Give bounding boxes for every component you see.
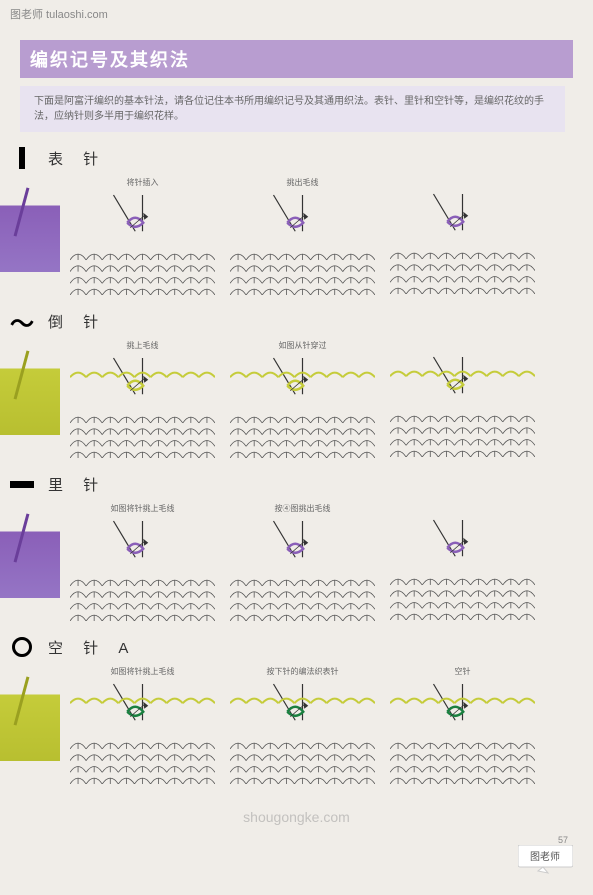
page-title: 编织记号及其织法 [30,46,563,72]
page-content: 编织记号及其织法 下面是阿富汗编织的基本针法，请各位记住本书所用编织记号及其通用… [0,0,593,784]
watermark-logo: 图老师 [518,845,573,880]
watermark-middle: shougongke.com [243,809,350,825]
stitch-symbol: 〜 [8,310,36,332]
section-body: 如图将针挑上毛线 按④图挑出毛线 [0,503,573,621]
diagram-step: 如图将针挑上毛线 [70,666,215,784]
symbol-vertical-bar-icon [19,147,25,169]
diagram-caption [390,340,535,350]
diagram-step [390,503,535,621]
watermark-top: 图老师 tulaoshi.com [10,6,108,22]
section-body: 将针插入 挑出毛线 [0,177,573,295]
diagram-step: 挑出毛线 [230,177,375,295]
section-header: 〜 倒 针 [0,310,573,332]
stitch-name: 里 针 [48,474,106,495]
diagram-caption: 挑上毛线 [70,340,215,351]
header-box: 编织记号及其织法 [20,40,573,78]
stitch-name: 倒 针 [48,311,106,332]
symbol-wave-icon: 〜 [10,304,34,339]
diagram-caption [390,177,535,187]
diagram-caption: 如图从针穿过 [230,340,375,351]
diagram-caption: 按④图挑出毛线 [230,503,375,514]
diagram-step: 空针 [390,666,535,784]
section-header: 里 针 [0,473,573,495]
intro-text: 下面是阿富汗编织的基本针法，请各位记住本书所用编织记号及其通用织法。表针、里针和… [20,86,565,132]
page-number: 57 [558,835,568,845]
diagram-row: 挑上毛线 如图从针穿过 [70,340,573,458]
stitch-photo [0,177,60,272]
diagram-step: 将针插入 [70,177,215,295]
diagram-caption: 按下针的编法织表针 [230,666,375,677]
diagram-step: 如图将针挑上毛线 [70,503,215,621]
section-dao-zhen: 〜 倒 针 挑上毛线 如图从针穿过 [0,310,573,458]
diagram-step: 按下针的编法织表针 [230,666,375,784]
stitch-name: 表 针 [48,148,106,169]
diagram-caption: 如图将针挑上毛线 [70,503,215,514]
diagram-step: 挑上毛线 [70,340,215,458]
section-header: 空 针 A [0,636,573,658]
section-li-zhen: 里 针 如图将针挑上毛线 按④图挑出毛线 [0,473,573,621]
stitch-photo [0,666,60,761]
section-biao-zhen: 表 针 将针插入 挑出毛线 [0,147,573,295]
symbol-circle-icon [12,637,32,657]
diagram-step [390,340,535,458]
stitch-photo [0,503,60,598]
section-body: 挑上毛线 如图从针穿过 [0,340,573,458]
section-kong-zhen: 空 针 A 如图将针挑上毛线 按下针的编法织表针 空针 [0,636,573,784]
section-body: 如图将针挑上毛线 按下针的编法织表针 空针 [0,666,573,784]
diagram-caption: 空针 [390,666,535,677]
diagram-caption: 如图将针挑上毛线 [70,666,215,677]
stitch-name: 空 针 A [48,637,136,658]
diagram-caption: 挑出毛线 [230,177,375,188]
diagram-caption [390,503,535,513]
section-header: 表 针 [0,147,573,169]
stitch-symbol [8,147,36,169]
stitch-symbol [8,473,36,495]
stitch-photo [0,340,60,435]
diagram-step: 按④图挑出毛线 [230,503,375,621]
diagram-step: 如图从针穿过 [230,340,375,458]
svg-text:图老师: 图老师 [530,850,560,863]
diagram-row: 如图将针挑上毛线 按④图挑出毛线 [70,503,573,621]
stitch-symbol [8,636,36,658]
symbol-horizontal-bar-icon [10,481,34,488]
diagram-step [390,177,535,295]
diagram-caption: 将针插入 [70,177,215,188]
diagram-row: 将针插入 挑出毛线 [70,177,573,295]
diagram-row: 如图将针挑上毛线 按下针的编法织表针 空针 [70,666,573,784]
